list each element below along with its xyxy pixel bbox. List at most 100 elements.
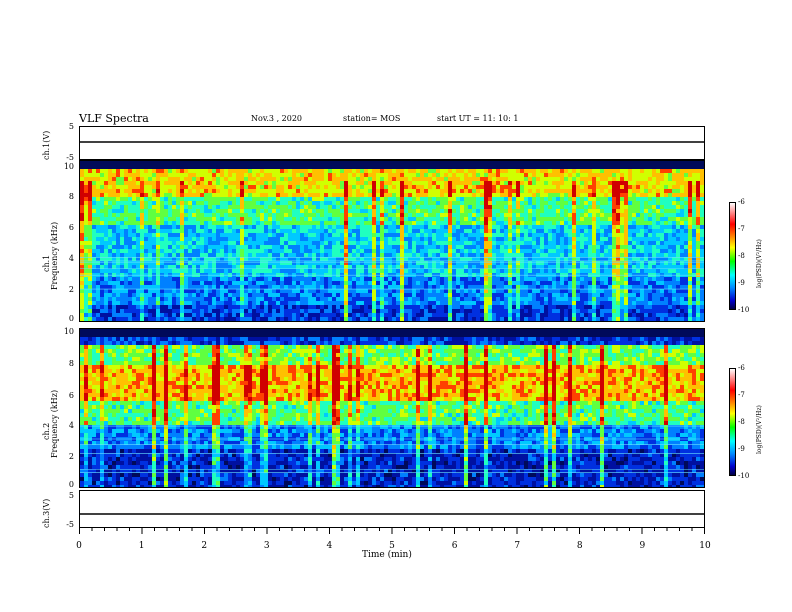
spectrogram-cell bbox=[352, 237, 356, 241]
spectrogram-cell bbox=[424, 213, 428, 217]
spectrogram-cell bbox=[468, 233, 472, 237]
spectrogram-cell bbox=[328, 277, 332, 281]
spectrogram-cell bbox=[148, 193, 152, 197]
spectrogram-cell bbox=[284, 169, 288, 173]
spectrogram-cell bbox=[264, 257, 268, 261]
spectrogram-cell bbox=[420, 293, 424, 297]
spectrogram-cell bbox=[320, 253, 324, 257]
spectrogram-cell bbox=[276, 317, 280, 321]
spectrogram-cell bbox=[556, 193, 560, 197]
spectrogram-cell bbox=[500, 193, 504, 197]
spectrogram-cell bbox=[156, 277, 160, 281]
spectrogram-cell bbox=[512, 253, 516, 257]
spectrogram-cell bbox=[224, 225, 228, 229]
spectrogram-cell bbox=[96, 301, 100, 305]
spectrogram-cell bbox=[344, 213, 348, 217]
spectrogram-cell bbox=[84, 181, 88, 185]
spectrogram-cell bbox=[472, 173, 476, 177]
spectrogram-cell bbox=[248, 289, 252, 293]
spectrogram-cell bbox=[548, 289, 552, 293]
spectrogram-cell bbox=[156, 209, 160, 213]
spectrogram-cell bbox=[116, 225, 120, 229]
spectrogram-cell bbox=[332, 213, 336, 217]
spectrogram-cell bbox=[464, 197, 468, 201]
spectrogram-cell bbox=[572, 281, 576, 285]
spectrogram-cell bbox=[468, 177, 472, 181]
spectrogram-cell bbox=[356, 245, 360, 249]
spectrogram-cell bbox=[316, 285, 320, 289]
spectrogram-cell bbox=[340, 217, 344, 221]
spectrogram-cell bbox=[412, 293, 416, 297]
spectrogram-cell bbox=[332, 217, 336, 221]
spectrogram-cell bbox=[180, 201, 184, 205]
spectrogram-cell bbox=[380, 217, 384, 221]
spectrogram-cell bbox=[508, 305, 512, 309]
spectrogram-cell bbox=[452, 201, 456, 205]
spectrogram-cell bbox=[168, 249, 172, 253]
spectrogram-cell bbox=[180, 309, 184, 313]
spectrogram-cell bbox=[532, 293, 536, 297]
spectrogram-cell bbox=[196, 245, 200, 249]
spectrogram-cell bbox=[568, 165, 572, 169]
spectrogram-cell bbox=[180, 177, 184, 181]
spectrogram-cell bbox=[112, 265, 116, 269]
spectrogram-cell bbox=[132, 177, 136, 181]
spectrogram-cell bbox=[448, 269, 452, 273]
spectrogram-cell bbox=[364, 241, 368, 245]
spectrogram-cell bbox=[124, 281, 128, 285]
spectrogram-cell bbox=[336, 169, 340, 173]
spectrogram-cell bbox=[440, 229, 444, 233]
spectrogram-cell bbox=[472, 269, 476, 273]
spectrogram-cell bbox=[152, 237, 156, 241]
spectrogram-cell bbox=[340, 237, 344, 241]
spectrogram-cell bbox=[456, 309, 460, 313]
spectrogram-cell bbox=[544, 169, 548, 173]
spectrogram-cell bbox=[240, 229, 244, 233]
spectrogram-cell bbox=[196, 237, 200, 241]
spectrogram-cell bbox=[416, 193, 420, 197]
spectrogram-cell bbox=[416, 225, 420, 229]
spectrogram-cell bbox=[84, 301, 88, 305]
spectrogram-cell bbox=[404, 201, 408, 205]
spectrogram-cell bbox=[224, 253, 228, 257]
spectrogram-cell bbox=[296, 213, 300, 217]
spectrogram-cell bbox=[368, 269, 372, 273]
spectrogram-cell bbox=[396, 165, 400, 169]
spectrogram-cell bbox=[324, 289, 328, 293]
spectrogram-cell bbox=[104, 213, 108, 217]
spectrogram-cell bbox=[512, 201, 516, 205]
spectrogram-cell bbox=[164, 209, 168, 213]
spectrogram-cell bbox=[348, 229, 352, 233]
spectrogram-cell bbox=[472, 257, 476, 261]
spectrogram-cell bbox=[196, 313, 200, 317]
spectrogram-cell bbox=[200, 269, 204, 273]
spectrogram-cell bbox=[540, 161, 544, 165]
spectrogram-cell bbox=[160, 189, 164, 193]
spectrogram-cell bbox=[360, 265, 364, 269]
spectrogram-cell bbox=[120, 233, 124, 237]
spectrogram-cell bbox=[376, 317, 380, 321]
spectrogram-cell bbox=[196, 229, 200, 233]
spectrogram-cell bbox=[268, 197, 272, 201]
spectrogram-cell bbox=[380, 209, 384, 213]
spectrogram-cell bbox=[80, 169, 84, 173]
spectrogram-cell bbox=[412, 225, 416, 229]
spectrogram-cell bbox=[532, 185, 536, 189]
spectrogram-cell bbox=[156, 249, 160, 253]
spectrogram-cell bbox=[468, 225, 472, 229]
spectrogram-cell bbox=[444, 241, 448, 245]
spectrogram-cell bbox=[112, 309, 116, 313]
spectrogram-cell bbox=[104, 317, 108, 321]
spectrogram-cell bbox=[344, 237, 348, 241]
spectrogram-cell bbox=[452, 225, 456, 229]
spectrogram-cell bbox=[572, 225, 576, 229]
spectrogram-cell bbox=[260, 229, 264, 233]
spectrogram-cell bbox=[92, 193, 96, 197]
spectrogram-cell bbox=[300, 297, 304, 301]
spectrogram-cell bbox=[480, 293, 484, 297]
spectrogram-cell bbox=[272, 185, 276, 189]
spectrogram-cell bbox=[200, 229, 204, 233]
spectrogram-cell bbox=[456, 297, 460, 301]
spectrogram-cell bbox=[512, 217, 516, 221]
spectrogram-cell bbox=[192, 185, 196, 189]
